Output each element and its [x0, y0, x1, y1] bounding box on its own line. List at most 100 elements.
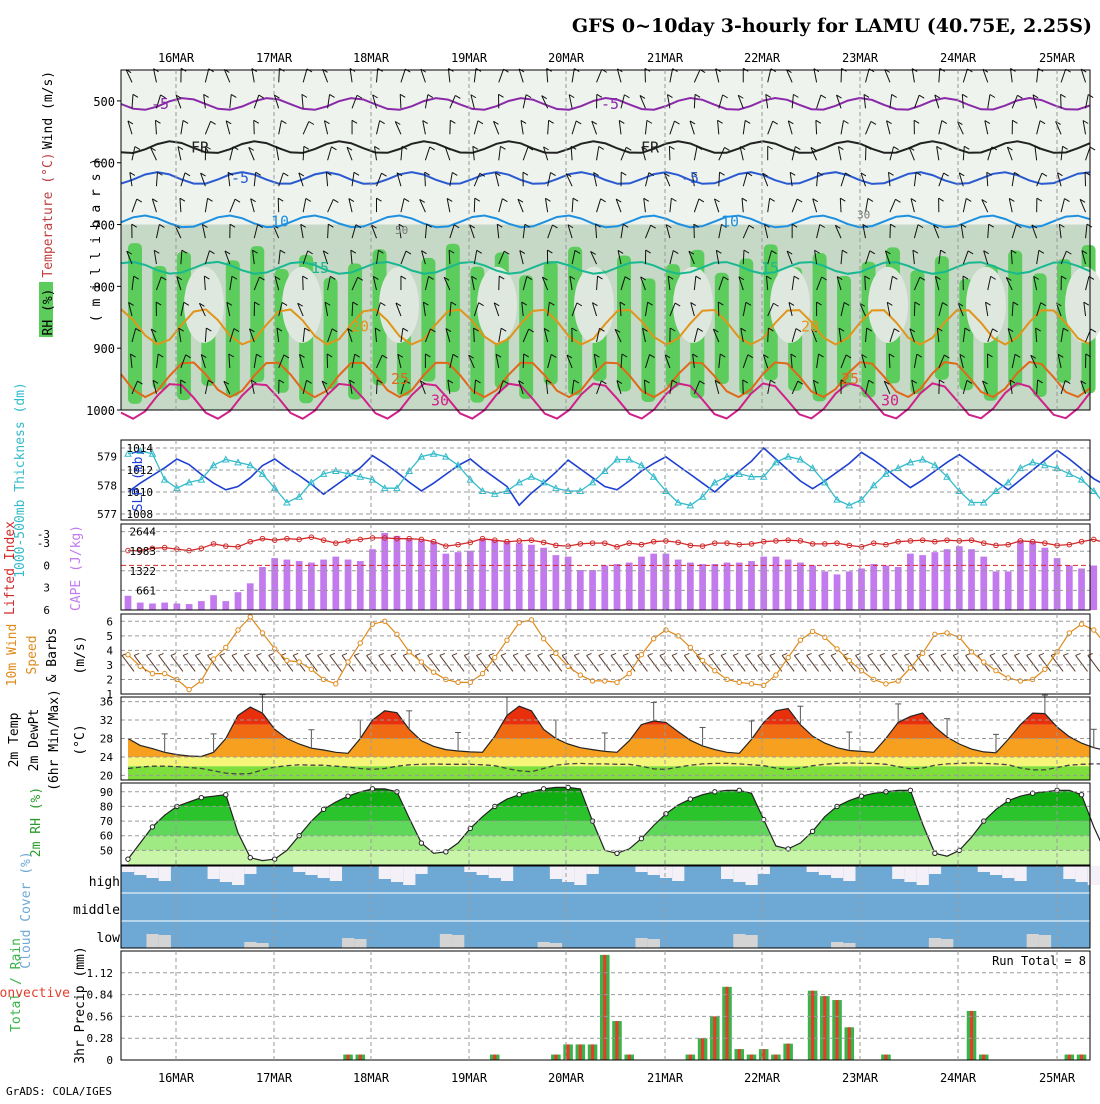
cape-bar	[1078, 568, 1085, 610]
low-cloud-bar	[256, 943, 268, 948]
date-label-bottom: 21MAR	[647, 1071, 684, 1085]
cape-bar	[797, 563, 804, 610]
high-cloud-gap	[745, 866, 757, 885]
rh-marker	[639, 836, 643, 840]
pressure-tick: 900	[93, 342, 115, 356]
cape-bar	[1066, 566, 1073, 610]
precip-convective-bar	[359, 1055, 362, 1060]
wind-speed-marker	[639, 653, 643, 657]
high-cloud-gap	[318, 866, 330, 878]
temp-axis-label: 2m Temp	[7, 712, 22, 767]
cape-bar	[675, 560, 682, 610]
low-cloud-bar	[745, 935, 757, 948]
low-cloud-bar	[733, 934, 745, 948]
date-label-top: 19MAR	[451, 51, 488, 65]
low-cloud-bar	[550, 943, 562, 948]
cape-bar	[919, 555, 926, 610]
cape-bar	[944, 549, 951, 610]
wind-speed-marker	[1092, 628, 1096, 632]
rh-moist-plume	[152, 266, 166, 390]
rh-tick: 90	[100, 786, 113, 799]
high-cloud-gap	[330, 866, 342, 881]
rh-moist-plume	[739, 259, 753, 395]
lifted-index-tick: 3	[43, 582, 50, 595]
low-cloud-bar	[146, 934, 158, 948]
precip-convective-bar	[713, 1016, 716, 1060]
high-cloud-gap	[1014, 866, 1026, 881]
isotherm-label: 30	[881, 392, 899, 410]
wind-speed-marker	[187, 687, 191, 691]
footer-credit: GrADS: COLA/IGES	[6, 1085, 112, 1098]
rh-tick: 50	[100, 844, 113, 857]
high-cloud-gap	[489, 866, 501, 878]
precip-convective-bar	[787, 1044, 790, 1060]
rh-dry-patch	[282, 267, 322, 343]
cape-bar	[357, 561, 364, 610]
low-cloud-bar	[538, 942, 550, 948]
slp-axis-label: SLP (mb)	[131, 449, 146, 512]
cape-bar	[736, 563, 743, 610]
high-cloud-gap	[831, 866, 843, 878]
cape-bar	[430, 542, 437, 610]
wind-speed-marker	[1043, 667, 1047, 671]
wind-speed-marker	[884, 682, 888, 686]
wind-speed-marker	[1079, 622, 1083, 626]
precip-convective-bar	[823, 996, 826, 1060]
temp-tick: 24	[100, 751, 114, 764]
cape-bar	[259, 567, 266, 610]
high-cloud-gap	[843, 866, 855, 881]
precip-convective-bar	[1068, 1055, 1071, 1060]
isotherm-label: 15	[761, 259, 779, 277]
cape-bar	[895, 567, 902, 610]
low-cloud-bar	[342, 938, 354, 948]
precip-convective-bar	[591, 1044, 594, 1060]
wind-speed-marker	[627, 671, 631, 675]
precip-convective-bar	[628, 1055, 631, 1060]
cape-bar	[479, 539, 486, 610]
wind-barbs-axis-label: & Barbs	[45, 628, 60, 683]
temp-tick: 32	[100, 714, 113, 727]
precip-tick: 0	[106, 1054, 113, 1067]
low-cloud-bar	[1027, 934, 1039, 948]
cape-bar	[320, 560, 327, 610]
wind-speed-marker	[798, 638, 802, 642]
precip-convective-bar	[970, 1011, 973, 1060]
wind-speed-marker	[737, 680, 741, 684]
cape-bar	[638, 557, 645, 610]
cape-bar	[834, 574, 841, 610]
date-label-top: 23MAR	[842, 51, 879, 65]
wind-speed-marker	[982, 660, 986, 664]
rh-marker	[321, 807, 325, 811]
precip-convective-bar	[346, 1055, 349, 1060]
rh-marker	[150, 825, 154, 829]
cape-bar	[345, 560, 352, 610]
cape-axis-label: CAPE (J/kg)	[69, 525, 84, 611]
wind-speed-marker	[480, 671, 484, 675]
isotherm-label: 10	[271, 212, 289, 230]
wind-10m-axis-label: 10m Wind	[5, 624, 20, 687]
precip-convective-bar	[603, 955, 606, 1060]
wind-speed-marker	[285, 658, 289, 662]
pressure-unit-label: ( m i l l i b a r s )	[89, 158, 104, 322]
cape-bar	[1090, 566, 1097, 610]
low-cloud-bar	[159, 935, 171, 948]
precip-convective-bar	[689, 1055, 692, 1060]
high-cloud-gap	[477, 866, 489, 875]
wind-speed-marker	[297, 660, 301, 664]
cape-bar	[442, 554, 449, 610]
date-label-bottom: 25MAR	[1039, 1071, 1076, 1085]
isotherm-label: 25	[841, 370, 859, 388]
cape-tick: 1322	[130, 565, 157, 578]
rh-marker	[810, 829, 814, 833]
wind-speed-marker	[920, 651, 924, 655]
date-label-bottom: 18MAR	[353, 1071, 390, 1085]
wind-speed-marker	[431, 670, 435, 674]
rh-moist-plume	[250, 246, 264, 382]
wind-speed-marker	[346, 660, 350, 664]
cape-bar	[332, 557, 339, 610]
lifted-index-axis-label: Lifted Index	[3, 521, 18, 615]
precip-convective-bar	[848, 1027, 851, 1060]
precip-convective-bar	[835, 1000, 838, 1060]
high-cloud-gap	[232, 866, 244, 885]
